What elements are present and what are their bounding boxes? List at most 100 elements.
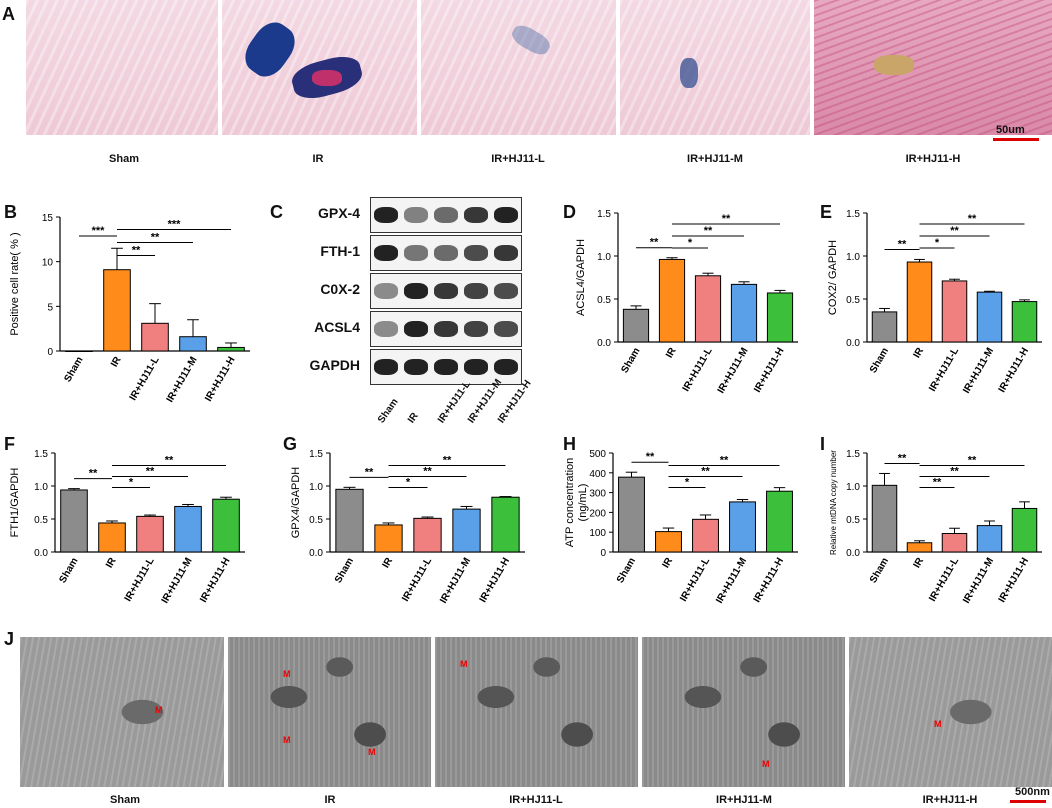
blot-lane-label: IR [406,410,421,426]
x-tick-label: Sham [57,556,80,585]
significance-label: ** [151,232,160,244]
bar-ir-hj11-l [692,518,719,553]
x-tick-label: IR [664,345,679,360]
bar-ir-hj11-l [694,275,722,343]
y-tick-label: 1.5 [309,449,323,460]
bar-ir-hj11-m [452,508,481,553]
blot-band [464,245,488,261]
blot-row-fth-1 [370,235,522,271]
blot-band [374,245,398,261]
bar-ir-hj11-h [217,346,245,352]
x-tick-label: Sham [62,355,85,384]
y-tick-label: 5 [47,302,53,313]
x-tick-label: Sham [333,556,356,585]
bar-ir-hj11-m [174,505,202,553]
significance-label: *** [92,225,106,237]
blot-band [374,359,398,375]
significance-label: ** [89,468,98,480]
blot-label-fth-1: FTH-1 [320,243,360,259]
blot-band [494,245,518,261]
mito-label: M [934,719,942,729]
significance-label: ** [165,455,174,467]
x-tick-label: IR+HJ11-M [714,556,749,606]
caption-j-ir-hj11-l: IR+HJ11-L [509,794,563,806]
significance-label: * [406,477,411,489]
y-tick-label: 15 [42,213,54,224]
x-tick-label: IR [109,354,124,369]
bar-ir-hj11-l [141,322,169,352]
x-tick-label: IR+HJ11-H [997,556,1031,605]
bar-ir-hj11-l [413,517,442,553]
significance-label: ** [423,466,432,478]
y-tick-label: 0.5 [34,515,48,526]
x-tick-label: IR+HJ11-H [203,355,237,404]
significance-label: ** [701,466,710,478]
bar-ir-hj11-h [212,498,240,553]
blot-lane-label: Sham [376,396,401,426]
significance-label: * [129,477,134,489]
y-tick-label: 1.0 [846,252,860,263]
y-tick-label: 300 [589,489,606,500]
bar-ir-hj11-h [491,496,520,553]
blot-band [494,283,518,299]
bar-ir-hj11-h [1011,507,1038,553]
blot-band [374,207,398,223]
blot-band [404,321,428,337]
significance-label: ** [968,213,977,225]
x-tick-label: IR [912,555,927,570]
mito-label: M [283,735,291,745]
blot-band [494,207,518,223]
y-axis-label: Positive cell rate( % ) [9,232,21,335]
bar-ir-hj11-m [729,501,756,553]
x-tick-label: Sham [619,346,642,375]
blot-band [434,245,458,261]
x-tick-label: IR+HJ11-M [165,355,200,405]
blot-row-c0x-2 [370,273,522,309]
caption-j-sham: Sham [110,794,140,806]
blot-label-gapdh: GAPDH [309,357,360,373]
y-tick-label: 10 [42,258,54,269]
x-tick-label: IR [912,345,927,360]
y-tick-label: 1.0 [846,482,860,493]
blot-label-c0x-2: C0X-2 [320,281,360,297]
x-tick-label: IR+HJ11-M [961,556,996,606]
x-tick-label: IR+HJ11-L [927,346,961,394]
histology-image-ir-hj11-m [620,0,810,135]
western-blot: GPX-4 FTH-1 C0X-2 ACSL4 GAPDH Sham IR IR+HJ11-L… [300,195,534,435]
bar-sham [622,308,650,343]
em-image-ir: M M M [228,637,431,787]
y-tick-label: 0 [47,347,53,358]
x-tick-label: IR [381,555,396,570]
y-tick-label: 0 [600,548,606,559]
y-tick-label: 1.5 [34,449,48,460]
blot-band [464,321,488,337]
significance-label: * [685,477,690,489]
significance-label: ** [132,245,141,257]
x-tick-label: IR+HJ11-M [961,346,996,396]
x-tick-label: IR+HJ11-M [160,556,195,606]
caption-j-ir-hj11-h: IR+HJ11-H [922,794,978,806]
x-tick-label: IR [104,555,119,570]
y-tick-label: 0.0 [846,548,860,559]
significance-label: ** [646,451,655,463]
blot-band [434,321,458,337]
significance-label: ** [950,225,959,237]
significance-label: ** [722,213,731,225]
bar-ir-hj11-m [976,291,1003,343]
caption-j-ir: IR [324,794,336,806]
significance-label: * [935,237,940,249]
caption-j-ir-hj11-m: IR+HJ11-M [716,794,772,806]
x-tick-label: IR+HJ11-L [927,556,961,604]
significance-label: ** [950,466,959,478]
blue-stain-blob [680,58,698,88]
x-tick-label: IR+HJ11-L [681,346,715,394]
mito-label: M [460,659,468,669]
x-tick-label: Sham [615,556,638,585]
em-image-ir-hj11-m: M [642,637,845,787]
blot-band [404,207,428,223]
mito-label: M [368,747,376,757]
blot-row-gapdh [370,349,522,385]
blot-band [464,207,488,223]
